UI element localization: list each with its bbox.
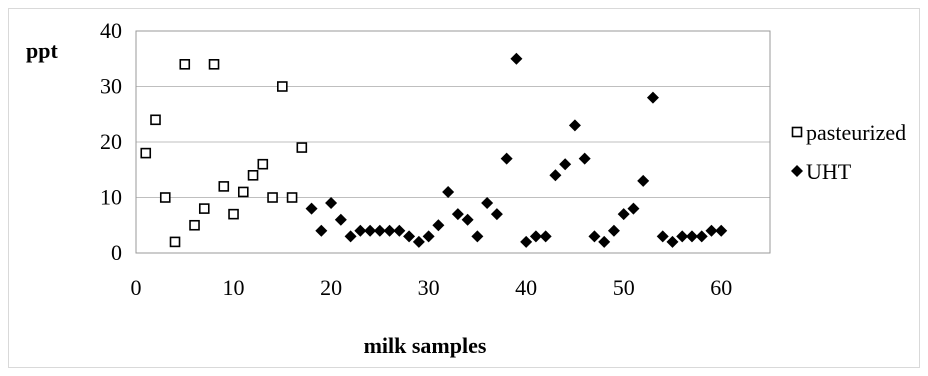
uht-point [685,230,698,243]
pasteurized-point [198,203,210,214]
legend-square-icon [791,126,803,138]
tick-layer: 0 10 20 30 40 0 10 20 30 40 50 60 [100,18,732,300]
uht-point [393,224,406,237]
uht-point [676,230,689,243]
uht-point [598,235,611,248]
pasteurized-point [179,58,191,70]
pasteurized-point [257,158,269,170]
y-tick-label: 10 [100,185,122,210]
y-tick-label: 30 [100,74,122,99]
uht-point [607,224,620,237]
uht-point [373,224,386,237]
uht-point [471,230,484,243]
uht-point [637,174,650,187]
x-axis-label: milk samples [364,333,487,358]
uht-point [461,213,474,226]
x-tick-label: 50 [613,275,635,300]
pasteurized-point [286,192,298,203]
y-axis-label: ppt [26,38,58,63]
uht-point [539,230,552,243]
uht-point [568,119,581,132]
uht-point [364,224,377,237]
pasteurized-point [150,114,161,126]
pasteurized-point [140,147,152,159]
pasteurized-point [218,181,230,192]
uht-point [529,230,542,243]
uht-point [334,213,347,226]
uht-point [617,208,630,221]
uht-point [481,197,494,210]
uht-point [422,230,435,243]
uht-point [403,230,416,243]
grid-layer [136,86,770,198]
uht-point [695,230,708,243]
uht-point [510,52,523,65]
uht-point [412,235,425,248]
pasteurized-point [189,219,200,231]
legend-label: UHT [806,159,852,184]
uht-point [490,208,503,221]
legend: pasteurized UHT [791,120,906,184]
uht-point [354,224,367,237]
x-tick-label: 30 [418,275,440,300]
y-tick-label: 40 [100,18,122,43]
uht-point [383,224,396,237]
y-tick-label: 0 [111,240,122,265]
uht-point [432,219,445,232]
point-layer [140,52,728,248]
uht-point [442,185,455,198]
uht-point [559,158,572,171]
uht-point [627,202,640,215]
x-tick-label: 10 [223,275,245,300]
uht-point [315,224,328,237]
pasteurized-point [296,142,308,153]
uht-point [578,152,591,165]
pasteurized-point [159,192,171,203]
uht-point [305,202,318,215]
uht-point [705,224,718,237]
x-tick-label: 20 [320,275,342,300]
legend-diamond-icon [791,165,803,177]
pasteurized-point [237,186,249,198]
plot-area [135,30,771,254]
y-tick-label: 20 [100,129,122,154]
uht-point [549,169,562,182]
pasteurized-point [247,170,259,181]
uht-point [656,230,669,243]
uht-point [646,91,659,104]
pasteurized-point [228,208,239,220]
uht-point [500,152,513,165]
uht-point [666,235,679,248]
x-tick-label: 0 [131,275,142,300]
pasteurized-point [267,192,278,203]
pasteurized-point [169,236,181,248]
x-tick-label: 60 [710,275,732,300]
uht-point [520,235,533,248]
uht-point [344,230,357,243]
uht-point [451,208,464,221]
uht-point [715,224,728,237]
uht-point [325,197,338,210]
pasteurized-point [208,58,220,70]
x-tick-label: 40 [515,275,537,300]
uht-point [588,230,601,243]
chart-frame [8,8,920,368]
pasteurized-point [277,81,288,92]
legend-label: pasteurized [806,120,906,145]
